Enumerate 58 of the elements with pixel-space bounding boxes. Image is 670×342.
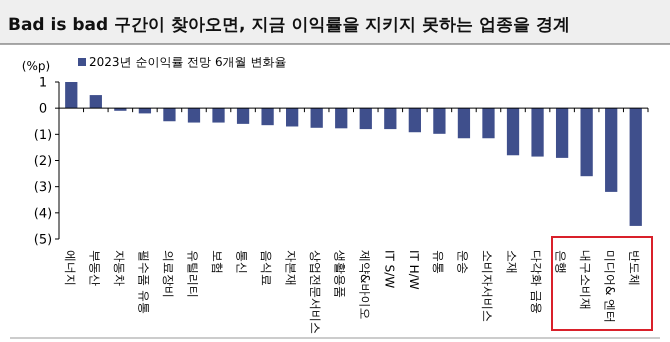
- bar: [310, 108, 323, 128]
- bar: [433, 108, 446, 134]
- y-tick-label: (2): [34, 154, 52, 169]
- bar: [188, 108, 200, 123]
- bar: [65, 82, 78, 108]
- y-axis-title: (%p): [22, 59, 50, 73]
- bar: [138, 108, 152, 114]
- bar: [212, 108, 225, 123]
- x-tick-label: 소재: [505, 250, 520, 274]
- bar: [580, 108, 593, 176]
- x-tick-label: 유틸리티: [186, 250, 200, 298]
- y-tick-label: 1: [38, 76, 48, 90]
- y-tick-label: (5): [34, 232, 52, 248]
- y-tick-label: (1): [34, 128, 52, 143]
- x-tick-label: 보험: [210, 250, 225, 274]
- bar: [360, 108, 372, 130]
- x-tick-label: 소비자서비스: [480, 250, 494, 322]
- x-tick-label: 자본재: [284, 250, 298, 286]
- x-tick-label: 에너지: [63, 250, 78, 286]
- x-tick-label: 은행: [554, 250, 568, 274]
- x-tick-label: 반도체: [628, 250, 642, 286]
- bar: [408, 108, 421, 132]
- x-tick-label: IT H/W: [406, 250, 421, 290]
- x-tick-label: IT S/W: [382, 250, 396, 288]
- bar: [556, 108, 568, 158]
- x-tick-label: 다각화 금융: [530, 250, 544, 314]
- x-tick-label: 음식료: [260, 250, 274, 286]
- chart-title: Bad is bad 구간이 찾아오면, 지금 이익률을 지키지 못하는 업종을 경계: [8, 15, 570, 35]
- bar: [286, 108, 298, 126]
- bar: [506, 108, 520, 156]
- x-tick-label: 필수품 유통: [136, 250, 151, 314]
- bar: [114, 108, 126, 111]
- x-tick-label: 미디어& 엔터: [603, 250, 618, 324]
- y-tick-label: (3): [34, 180, 52, 196]
- bar: [335, 108, 348, 128]
- bar: [236, 108, 250, 124]
- x-tick-label: 유통: [431, 250, 446, 274]
- bar: [482, 108, 495, 138]
- x-tick-label: 부동산: [88, 250, 102, 286]
- bar: [163, 108, 176, 122]
- x-tick-label: 의료장비: [161, 250, 176, 298]
- bar: [630, 108, 642, 226]
- x-tick-label: 운송: [456, 250, 470, 274]
- bar: [384, 108, 396, 130]
- x-tick-label: 생활용품: [333, 250, 348, 298]
- y-tick-label: (4): [34, 206, 52, 222]
- bar: [605, 108, 618, 192]
- x-tick-label: 상업전문서비스: [308, 250, 323, 334]
- bar: [90, 95, 102, 108]
- bar: [261, 108, 274, 126]
- x-tick-label: 자동차: [112, 250, 126, 286]
- legend-label: 2023년 순이익률 전망 6개월 변화율: [89, 55, 286, 69]
- bar: [531, 108, 544, 157]
- x-tick-label: 내구소비재: [578, 250, 593, 310]
- y-tick-label: 0: [38, 102, 48, 117]
- bar: [458, 108, 470, 138]
- x-tick-label: 제약&바이오: [358, 250, 372, 320]
- x-tick-label: 통신: [235, 250, 250, 274]
